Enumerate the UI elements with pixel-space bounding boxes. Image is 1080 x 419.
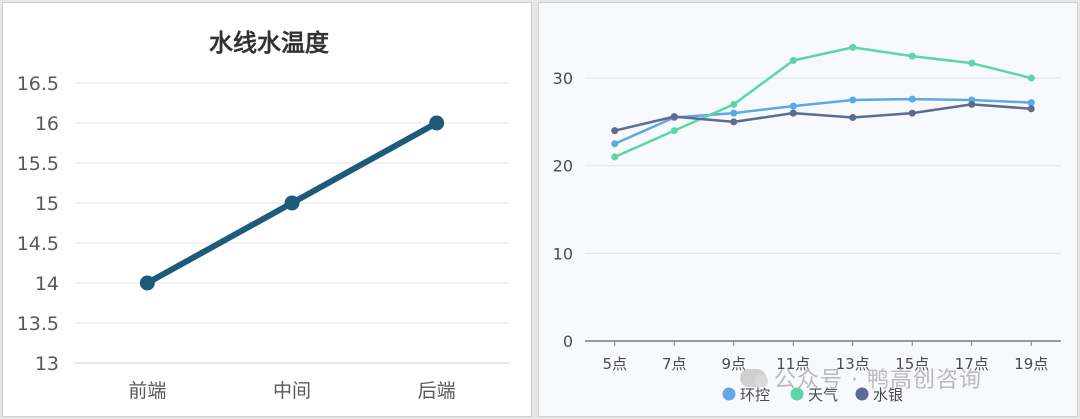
- series-line: [614, 103, 1032, 132]
- y-tick-label: 16.5: [17, 73, 59, 95]
- x-tick-label: 中间: [273, 380, 311, 402]
- y-tick-label: 30: [553, 69, 573, 88]
- data-point: [429, 115, 445, 131]
- data-point: [730, 109, 738, 117]
- y-tick-label: 13.5: [17, 313, 59, 335]
- y-tick-label: 13: [35, 353, 59, 375]
- x-tick-label: 9点: [721, 355, 746, 373]
- data-point: [730, 118, 738, 126]
- data-point: [849, 96, 857, 104]
- x-tick-label: 11点: [776, 355, 810, 373]
- legend-label: 天气: [808, 386, 838, 404]
- data-point: [611, 153, 619, 161]
- right-chart-panel: 0 10 20 30 5点 7点 9点 11点 13点 15点 17点 19点环控 天气 水银: [538, 2, 1078, 417]
- left-line-chart: 水线水温度 13 13.5 14 14.5 15 15.5 16 16.5 前端 中间 后端: [17, 29, 509, 402]
- legend-marker: [790, 387, 804, 401]
- x-tick-label: 17点: [955, 355, 989, 373]
- data-point: [789, 57, 797, 65]
- y-tick-label: 20: [553, 157, 573, 176]
- y-tick-label: 0: [563, 332, 573, 351]
- y-tick-label: 16: [35, 113, 59, 135]
- data-point: [611, 127, 619, 135]
- y-tick-label: 10: [553, 244, 573, 263]
- y-tick-label: 15: [35, 193, 59, 215]
- series-line: [614, 46, 1032, 159]
- x-tick-label: 15点: [895, 355, 929, 373]
- data-point: [611, 140, 619, 148]
- y-tick-label: 14.5: [17, 233, 59, 255]
- data-point: [849, 43, 857, 51]
- x-tick-label: 5点: [602, 355, 627, 373]
- data-point: [908, 52, 916, 60]
- y-tick-label: 15.5: [17, 153, 59, 175]
- data-point: [1027, 105, 1035, 113]
- legend-label: 水银: [873, 386, 903, 404]
- x-tick-label: 7点: [662, 355, 687, 373]
- data-point: [908, 95, 916, 103]
- left-chart-title: 水线水温度: [209, 29, 330, 57]
- data-point: [139, 275, 155, 291]
- x-tick-label: 19点: [1014, 355, 1048, 373]
- legend-marker: [722, 387, 736, 401]
- data-point: [730, 100, 738, 108]
- legend-marker: [855, 387, 869, 401]
- data-point: [968, 59, 976, 67]
- data-point: [670, 127, 678, 135]
- x-tick-label: 后端: [418, 380, 456, 402]
- legend-label: 环控: [740, 386, 770, 404]
- data-point: [908, 109, 916, 117]
- y-tick-label: 14: [35, 273, 59, 295]
- data-point: [849, 114, 857, 121]
- data-point: [968, 100, 976, 108]
- left-chart-panel: 水线水温度 13 13.5 14 14.5 15 15.5 16 16.5 前端 中间 后端: [2, 2, 532, 417]
- x-tick-label: 13点: [836, 355, 870, 373]
- data-point: [1027, 74, 1035, 82]
- data-point: [789, 102, 797, 110]
- data-point: [1027, 99, 1035, 107]
- data-point: [789, 109, 797, 117]
- x-tick-label: 前端: [128, 380, 166, 402]
- data-point: [670, 113, 678, 121]
- data-point: [284, 195, 300, 211]
